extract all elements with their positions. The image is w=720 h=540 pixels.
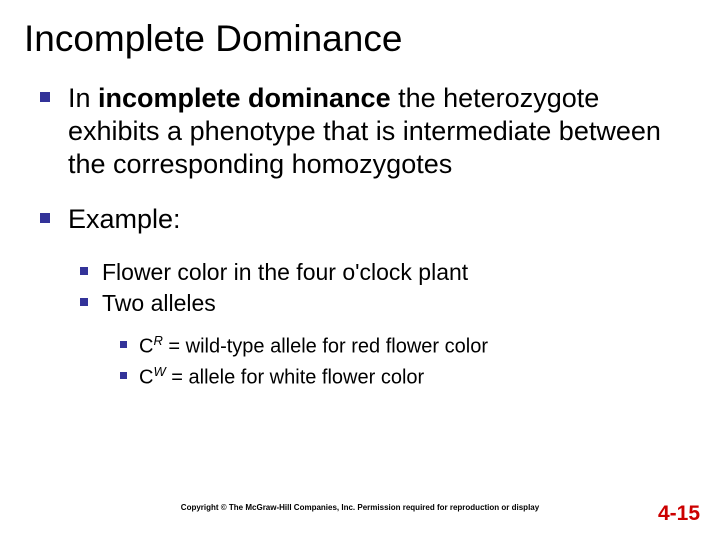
bullet-level1: In incomplete dominance the heterozygote… bbox=[40, 82, 680, 181]
copyright-text: Copyright © The McGraw-Hill Companies, I… bbox=[0, 503, 720, 512]
bullet-square-icon bbox=[40, 92, 50, 102]
bullet-level3: CR = wild-type allele for red flower col… bbox=[120, 333, 680, 360]
bullet-level2: Two alleles bbox=[80, 289, 680, 318]
bullet-square-icon bbox=[80, 298, 88, 306]
slide-number: 4-15 bbox=[658, 502, 700, 526]
slide-content: In incomplete dominance the heterozygote… bbox=[0, 60, 720, 391]
slide-title: Incomplete Dominance bbox=[0, 0, 720, 60]
bullet-text: Two alleles bbox=[102, 289, 216, 318]
bullet-square-icon bbox=[120, 372, 127, 379]
bullet-text: Example: bbox=[68, 203, 181, 236]
bullet-text: In incomplete dominance the heterozygote… bbox=[68, 82, 680, 181]
bullet-level1: Example: bbox=[40, 203, 680, 236]
bullet-square-icon bbox=[120, 341, 127, 348]
bullet-text: CR = wild-type allele for red flower col… bbox=[139, 333, 488, 360]
bullet-square-icon bbox=[40, 213, 50, 223]
bullet-level2: Flower color in the four o'clock plant bbox=[80, 258, 680, 287]
bullet-square-icon bbox=[80, 267, 88, 275]
bullet-level3: CW = allele for white flower color bbox=[120, 364, 680, 391]
bullet-text: CW = allele for white flower color bbox=[139, 364, 424, 391]
bullet-text: Flower color in the four o'clock plant bbox=[102, 258, 468, 287]
